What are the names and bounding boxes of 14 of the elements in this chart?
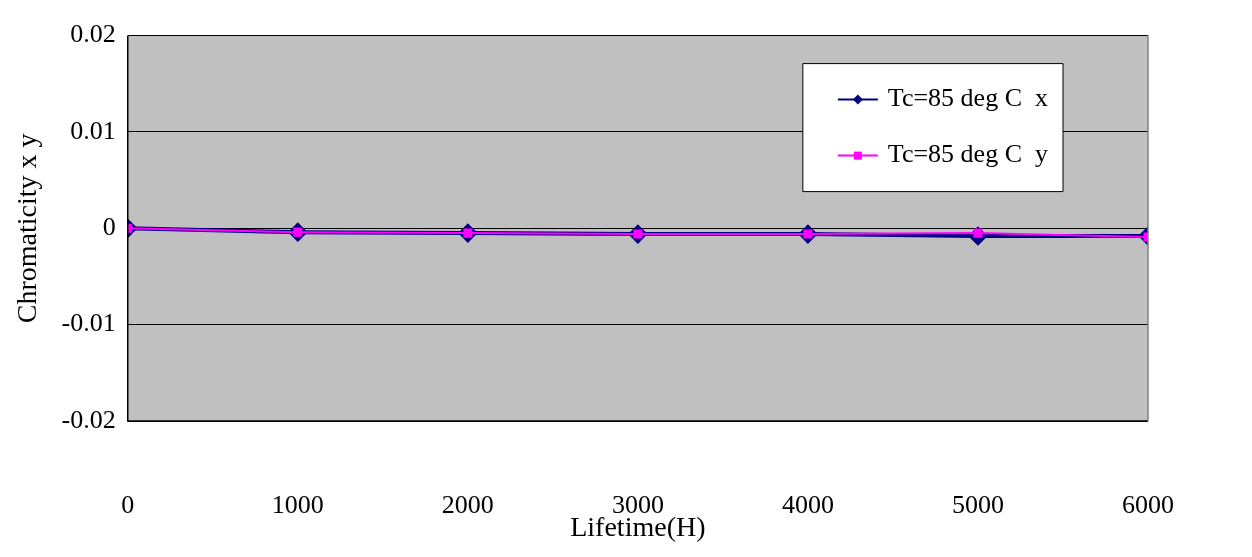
x-tick-label: 6000: [1122, 490, 1174, 520]
x-tick-label: 0: [121, 490, 135, 520]
y-tick-label: -0.02: [61, 404, 116, 434]
x-tick-label: 5000: [951, 490, 1004, 520]
x-tick-label: 1000: [271, 490, 324, 520]
x-tick-label: 4000: [781, 490, 834, 520]
y-tick-label: 0.02: [70, 19, 116, 49]
y-tick-label: 0.01: [70, 115, 116, 145]
legend-label: Tc=85 deg C x: [887, 83, 1048, 113]
legend-label: Tc=85 deg C y: [887, 139, 1048, 169]
y-tick-label: 0: [102, 212, 116, 242]
x-tick-label: 2000: [441, 490, 494, 520]
y-tick-label: -0.01: [61, 308, 116, 338]
y-axis-title: Chromaticity x y: [11, 133, 43, 324]
